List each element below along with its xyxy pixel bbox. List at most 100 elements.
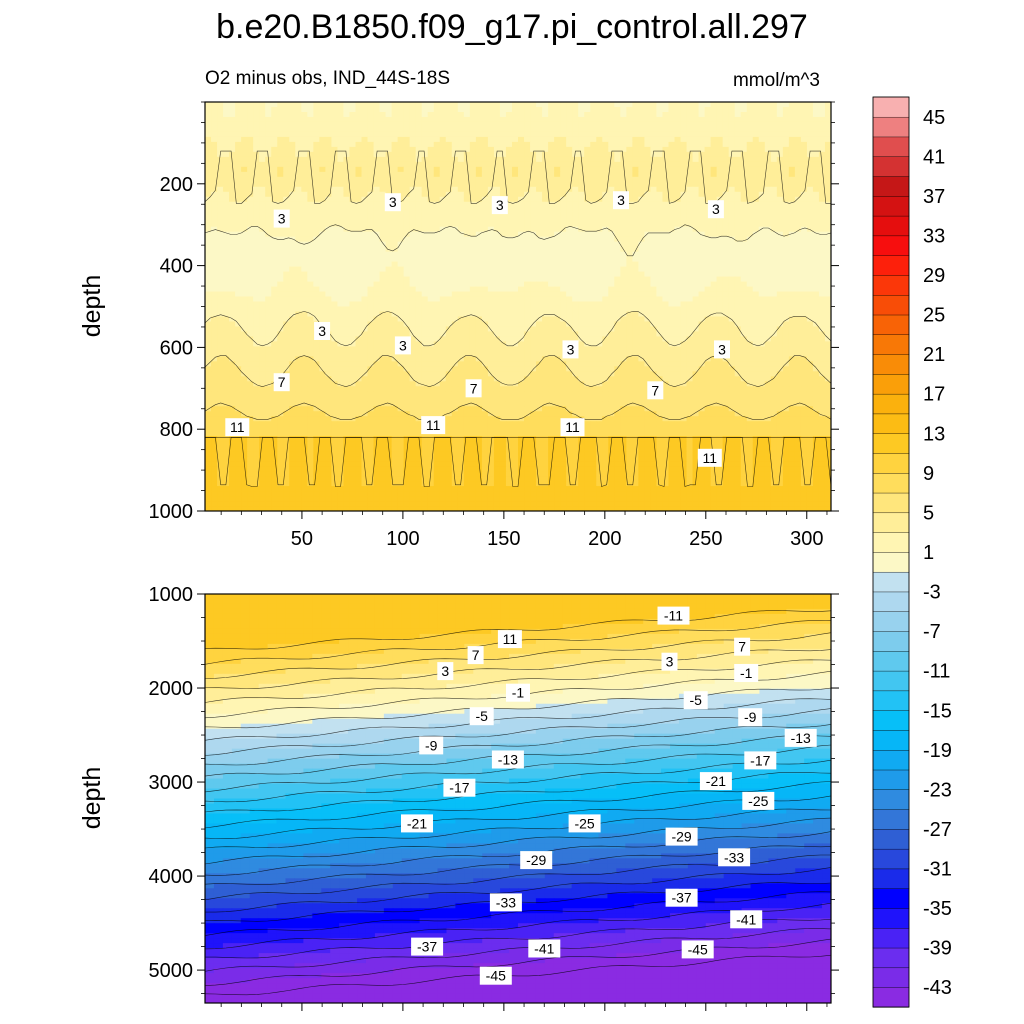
contour-cell <box>626 276 633 283</box>
contour-cell <box>475 291 483 298</box>
contour-cell <box>584 226 591 233</box>
contour-cell <box>295 216 302 223</box>
contour-cell <box>602 116 609 123</box>
contour-cell <box>403 216 411 223</box>
contour-cell <box>674 286 682 293</box>
contour-cell <box>421 186 429 193</box>
contour-cell <box>379 296 387 303</box>
contour-cell <box>343 216 351 223</box>
contour-cell <box>590 136 597 143</box>
contour-cell <box>746 266 754 273</box>
contour-cell <box>626 296 633 303</box>
contour-cell <box>710 131 718 138</box>
contour-cell <box>445 246 453 253</box>
contour-cell <box>710 146 718 153</box>
contour-cell <box>319 146 326 153</box>
contour-cell <box>415 211 423 218</box>
contour-cell <box>788 161 796 168</box>
contour-cell <box>740 181 748 188</box>
contour-cell <box>205 251 212 258</box>
contour-cell <box>824 311 831 318</box>
contour-cell <box>668 181 676 188</box>
contour-cell <box>770 266 778 273</box>
contour-cell <box>572 131 579 138</box>
contour-cell <box>626 201 633 208</box>
contour-cell <box>746 166 754 173</box>
contour-cell <box>457 191 465 198</box>
contour-cell <box>524 131 531 138</box>
contour-cell <box>487 276 495 283</box>
contour-cell <box>656 156 664 163</box>
contour-cell <box>788 276 796 283</box>
contour-cell <box>463 176 471 183</box>
contour-cell <box>211 331 218 338</box>
contour-cell <box>722 266 730 273</box>
contour-cell <box>776 246 784 253</box>
contour-cell <box>229 221 236 228</box>
contour-cell <box>680 266 688 273</box>
contour-cell <box>644 231 652 238</box>
contour-cell <box>385 321 393 328</box>
contour-cell <box>692 211 700 218</box>
contour-cell <box>385 241 393 248</box>
contour-cell <box>403 102 411 108</box>
contour-cell <box>692 111 700 118</box>
contour-cell <box>469 136 477 143</box>
contour-cell <box>746 191 754 198</box>
contour-cell <box>788 241 796 248</box>
contour-cell <box>319 281 326 288</box>
contour-cell <box>560 211 567 218</box>
contour-cell <box>770 321 778 328</box>
contour-cell <box>391 236 399 243</box>
contour-cell <box>710 246 718 253</box>
contour-cell <box>644 296 652 303</box>
contour-cell <box>518 216 525 223</box>
contour-cell <box>259 146 266 153</box>
contour-cell <box>524 276 531 283</box>
contour-cell <box>505 161 513 168</box>
contour-cell <box>319 111 326 118</box>
contour-cell <box>481 156 489 163</box>
contour-cell <box>632 141 639 148</box>
contour-cell <box>463 166 471 173</box>
contour-cell <box>229 306 236 313</box>
contour-cell <box>421 106 429 113</box>
contour-cell <box>205 186 212 193</box>
contour-cell <box>493 151 501 158</box>
contour-cell <box>349 211 357 218</box>
contour-cell <box>391 241 399 248</box>
contour-cell <box>451 106 459 113</box>
contour-cell <box>782 146 790 153</box>
contour-cell <box>584 131 591 138</box>
contour-cell <box>463 226 471 233</box>
contour-cell <box>277 291 284 298</box>
contour-cell <box>518 271 525 278</box>
contour-cell <box>343 151 351 158</box>
contour-cell <box>511 156 519 163</box>
contour-cell <box>493 176 501 183</box>
contour-cell <box>680 216 688 223</box>
contour-cell <box>548 231 555 238</box>
contour-cell <box>602 231 609 238</box>
contour-cell <box>602 131 609 138</box>
contour-cell <box>530 266 537 273</box>
contour-cell <box>782 226 790 233</box>
contour-cell <box>307 316 314 323</box>
contour-cell <box>379 256 387 263</box>
contour-cell <box>481 196 489 203</box>
contour-cell <box>800 161 808 168</box>
contour-cell <box>325 161 332 168</box>
contour-cell <box>265 102 272 108</box>
contour-cell <box>572 186 579 193</box>
contour-cell <box>530 291 537 298</box>
contour-cell <box>247 311 254 318</box>
contour-cell <box>217 321 224 328</box>
contour-cell <box>734 156 742 163</box>
contour-cell <box>427 166 435 173</box>
contour-cell <box>728 256 736 263</box>
contour-cell <box>349 261 357 268</box>
contour-cell <box>536 286 543 293</box>
contour-cell <box>223 211 230 218</box>
contour-cell <box>499 171 507 178</box>
contour-cell <box>277 286 284 293</box>
